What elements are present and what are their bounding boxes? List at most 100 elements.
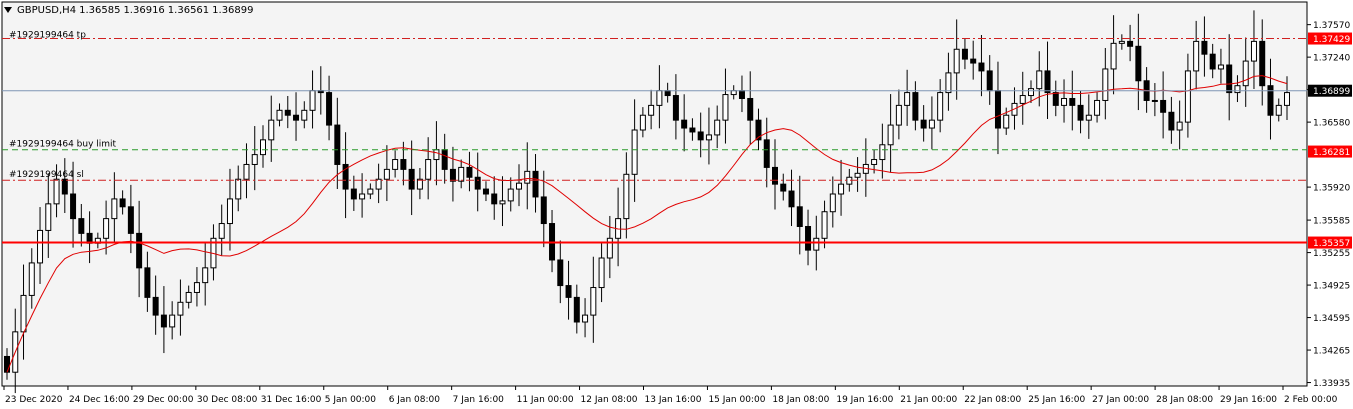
candle-bearish[interactable] [400, 159, 407, 170]
candle-bullish[interactable] [301, 109, 308, 121]
candle-bullish[interactable] [367, 188, 374, 195]
candle-bearish[interactable] [136, 232, 143, 269]
candle-bearish[interactable] [557, 259, 564, 287]
candle-bearish[interactable] [474, 176, 481, 190]
candle-bullish[interactable] [243, 163, 250, 180]
candle-bullish[interactable] [1118, 40, 1125, 44]
candle-bullish[interactable] [45, 203, 52, 231]
candle-bullish[interactable] [598, 257, 605, 289]
candle-bullish[interactable] [193, 282, 200, 293]
candle-bearish[interactable] [293, 114, 300, 121]
candle-bearish[interactable] [408, 168, 415, 190]
candle-bullish[interactable] [1284, 92, 1290, 106]
candle-bearish[interactable] [491, 193, 498, 205]
candle-bearish[interactable] [70, 193, 77, 220]
candle-bearish[interactable] [920, 119, 927, 129]
candle-bearish[interactable] [1127, 40, 1134, 47]
candle-bearish[interactable] [994, 90, 1001, 129]
candle-bullish[interactable] [705, 134, 712, 141]
candle-bullish[interactable] [185, 291, 192, 303]
candle-bearish[interactable] [78, 218, 85, 234]
candle-bearish[interactable] [532, 170, 539, 198]
candle-bullish[interactable] [169, 314, 176, 328]
candle-bearish[interactable] [805, 225, 812, 251]
candle-bearish[interactable] [961, 48, 968, 60]
candle-bearish[interactable] [664, 90, 671, 97]
candle-bearish[interactable] [1135, 45, 1142, 82]
candle-bullish[interactable] [1193, 40, 1200, 72]
candle-bullish[interactable] [1102, 68, 1109, 101]
candle-bearish[interactable] [1259, 40, 1266, 87]
candle-bullish[interactable] [458, 166, 465, 182]
candle-bullish[interactable] [499, 200, 506, 205]
candle-bearish[interactable] [970, 58, 977, 64]
candle-bullish[interactable] [268, 119, 275, 141]
candle-bullish[interactable] [260, 139, 266, 156]
candle-bearish[interactable] [747, 97, 754, 121]
candle-bullish[interactable] [53, 178, 60, 205]
candle-bullish[interactable] [1176, 121, 1183, 131]
candle-bullish[interactable] [639, 114, 646, 131]
candle-bullish[interactable] [1184, 70, 1191, 123]
candle-bearish[interactable] [326, 92, 333, 126]
candle-bullish[interactable] [226, 198, 233, 225]
candle-bullish[interactable] [813, 237, 820, 251]
candle-bullish[interactable] [937, 92, 944, 121]
candle-bullish[interactable] [648, 104, 655, 116]
candle-bullish[interactable] [904, 92, 911, 106]
candle-bearish[interactable] [1069, 97, 1076, 106]
candle-bullish[interactable] [202, 267, 209, 284]
candle-bearish[interactable] [738, 90, 745, 99]
candle-bearish[interactable] [1201, 40, 1208, 55]
candle-bullish[interactable] [1003, 114, 1010, 129]
candle-bearish[interactable] [573, 296, 580, 323]
candle-bullish[interactable] [433, 149, 440, 161]
candle-bullish[interactable] [177, 301, 184, 316]
candle-bearish[interactable] [986, 70, 993, 92]
candle-bullish[interactable] [623, 173, 630, 220]
candle-bullish[interactable] [383, 168, 390, 180]
candle-bullish[interactable] [309, 90, 316, 111]
candle-bullish[interactable] [507, 188, 514, 202]
candle-bullish[interactable] [631, 129, 638, 175]
candle-bullish[interactable] [37, 229, 44, 264]
candle-bearish[interactable] [689, 127, 696, 133]
candle-bullish[interactable] [251, 154, 258, 165]
candle-bearish[interactable] [441, 149, 448, 170]
candle-bearish[interactable] [681, 119, 688, 129]
candle-bullish[interactable] [838, 183, 845, 195]
candle-bullish[interactable] [928, 119, 935, 129]
candle-bearish[interactable] [763, 139, 770, 168]
candle-bullish[interactable] [1085, 114, 1092, 121]
candle-bearish[interactable] [1044, 70, 1051, 94]
candle-bearish[interactable] [1052, 92, 1059, 106]
candle-bearish[interactable] [144, 267, 151, 298]
candle-bullish[interactable] [416, 178, 423, 190]
candle-bullish[interactable] [425, 159, 432, 180]
candle-bullish[interactable] [111, 198, 118, 220]
candle-bullish[interactable] [1028, 88, 1034, 97]
candle-bullish[interactable] [953, 48, 960, 74]
candle-bullish[interactable] [821, 211, 828, 239]
candle-bullish[interactable] [854, 172, 861, 178]
candle-bearish[interactable] [772, 166, 778, 185]
candle-bullish[interactable] [28, 262, 35, 296]
candle-bullish[interactable] [1151, 99, 1158, 102]
candle-bearish[interactable] [342, 163, 349, 190]
candle-bullish[interactable] [656, 90, 663, 106]
candle-bullish[interactable] [1094, 99, 1101, 116]
candle-bearish[interactable] [152, 296, 159, 316]
candle-bullish[interactable] [1250, 40, 1257, 62]
candle-bearish[interactable] [796, 206, 803, 227]
candle-bullish[interactable] [879, 144, 886, 161]
candle-bearish[interactable] [1226, 64, 1233, 94]
candle-bearish[interactable] [127, 206, 134, 234]
candle-bullish[interactable] [218, 223, 225, 239]
candle-bearish[interactable] [780, 183, 787, 192]
candle-bullish[interactable] [359, 193, 366, 200]
candle-bearish[interactable] [482, 188, 489, 195]
candle-bullish[interactable] [235, 178, 242, 200]
candle-bearish[interactable] [449, 168, 456, 182]
candle-bearish[interactable] [466, 166, 473, 178]
